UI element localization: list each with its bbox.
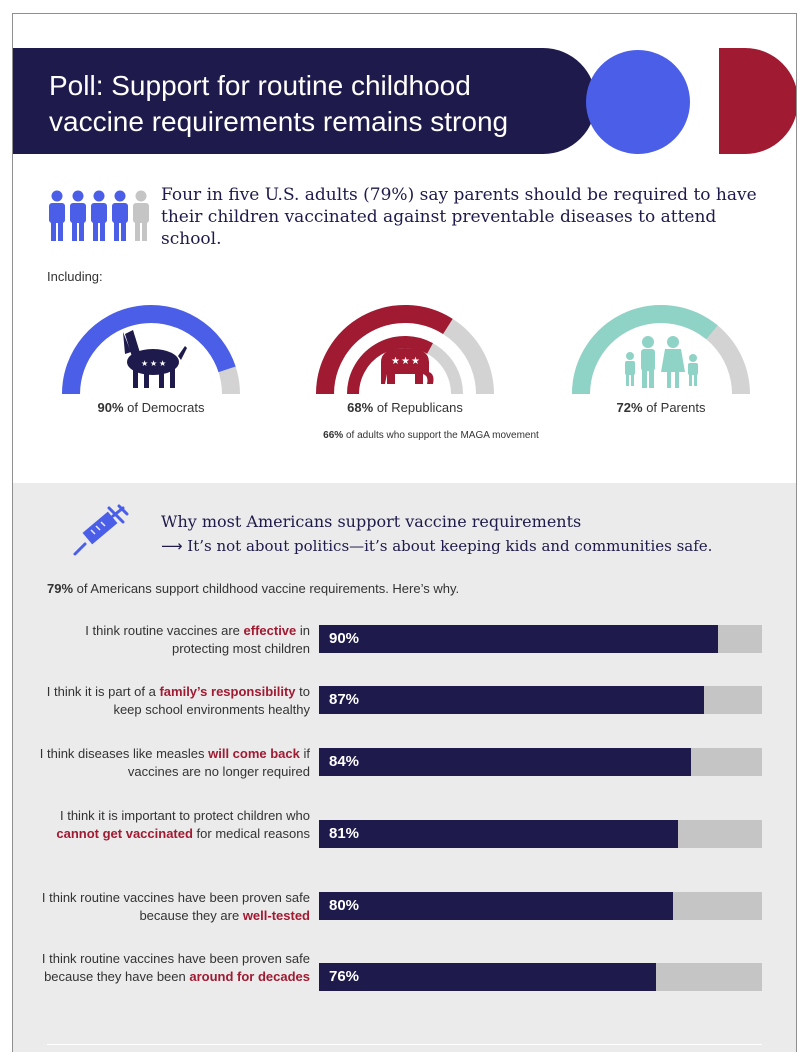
header-banner: Poll: Support for routine childhood vacc… xyxy=(13,48,596,154)
svg-text:★: ★ xyxy=(150,359,157,368)
bar xyxy=(319,892,674,920)
arrow-right-icon: ⟶ xyxy=(161,537,188,555)
bar-label: I think routine vaccines have been prove… xyxy=(41,890,310,923)
infographic: Poll: Support for routine childhood vacc… xyxy=(12,13,797,1052)
bar-label: I think diseases like measles will come … xyxy=(39,746,310,779)
intro-text: Four in five U.S. adults (79%) say paren… xyxy=(161,185,757,249)
donkey-icon xyxy=(123,330,187,388)
bar-value-label: 84% xyxy=(329,753,360,770)
bar xyxy=(319,963,656,991)
gauge-democrats: ★ ★ ★ xyxy=(62,305,240,395)
bar-label: I think routine vaccines are effective i… xyxy=(85,623,310,656)
why-subtitle: ⟶ It’s not about politics—it’s about kee… xyxy=(161,537,713,555)
bar-value-label: 81% xyxy=(329,825,360,842)
gauge-fill xyxy=(572,305,718,395)
syringe-icon xyxy=(73,504,129,556)
bar xyxy=(319,820,678,848)
bar-label: I think it is part of a family’s respons… xyxy=(46,684,310,717)
why-title: Why most Americans support vaccine requi… xyxy=(161,512,582,531)
family-icon xyxy=(625,336,698,388)
bar-value-label: 76% xyxy=(329,968,360,985)
reasons-intro: 79% of Americans support childhood vacci… xyxy=(47,581,460,596)
decor-red-half-circle xyxy=(719,48,796,154)
including-label: Including: xyxy=(47,269,103,284)
bar-value-label: 80% xyxy=(329,897,360,914)
gauge-parents xyxy=(572,305,750,395)
bar xyxy=(319,625,718,653)
gauge-republicans: ★ ★ ★ xyxy=(316,305,494,395)
maga-gauge-fill xyxy=(347,336,433,395)
svg-text:★: ★ xyxy=(159,359,166,368)
bar-label: I think it is important to protect child… xyxy=(56,808,310,841)
decor-blue-circle xyxy=(586,50,690,154)
bar xyxy=(319,748,692,776)
bar-value-label: 87% xyxy=(329,691,360,708)
gauge-fill xyxy=(316,305,453,395)
bar-label: I think routine vaccines have been prove… xyxy=(41,951,310,984)
gauge-label-republicans: 68% of Republicans xyxy=(347,400,463,415)
svg-text:★: ★ xyxy=(391,356,400,367)
svg-text:★: ★ xyxy=(141,359,148,368)
page-title: Poll: Support for routine childhood vacc… xyxy=(49,70,509,137)
svg-text:★: ★ xyxy=(401,356,410,367)
maga-note: 66% of adults who support the MAGA movem… xyxy=(323,430,539,441)
people-icon xyxy=(49,190,149,241)
divider xyxy=(47,1044,762,1045)
bar xyxy=(319,686,705,714)
svg-text:★: ★ xyxy=(411,356,420,367)
bar-value-label: 90% xyxy=(329,630,360,647)
elephant-icon xyxy=(381,348,434,384)
gauge-fill xyxy=(62,305,236,395)
gauge-label-parents: 72% of Parents xyxy=(616,400,706,415)
gauge-label-democrats: 90% of Democrats xyxy=(97,400,205,415)
